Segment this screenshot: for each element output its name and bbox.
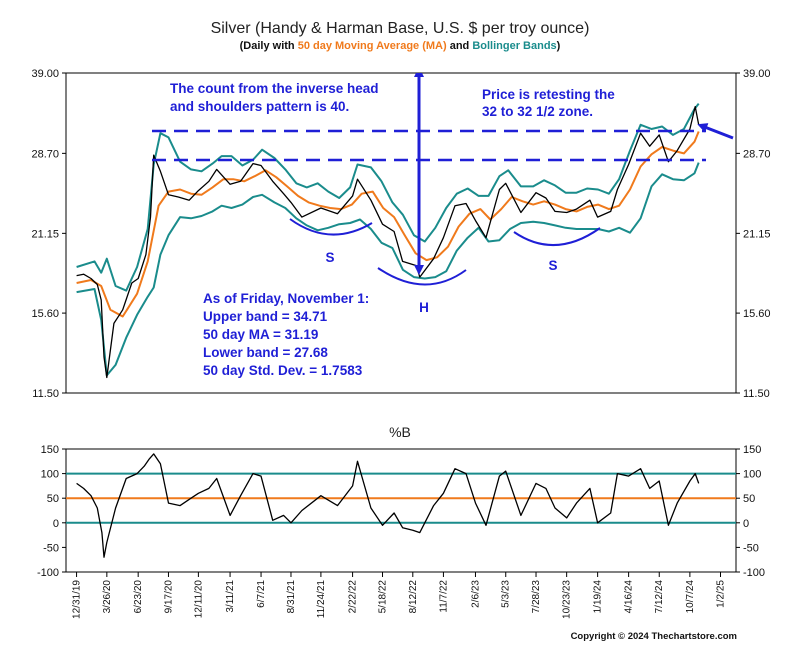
chart-title: Silver (Handy & Harman Base, U.S. $ per … <box>211 20 590 37</box>
x-tick-label: 2/22/22 <box>348 580 359 614</box>
price-y-tick-label-left: 28.70 <box>31 148 59 160</box>
price-y-tick-label-left: 15.60 <box>31 308 59 320</box>
price-y-tick-label-left: 11.50 <box>32 388 59 400</box>
subtitle-ma-label: 50 day Moving Average (MA) <box>298 40 447 52</box>
left-shoulder-label: S <box>325 250 334 265</box>
percent-b-y-tick-label-right: -100 <box>743 567 765 579</box>
price-y-tick-label-right: 21.15 <box>743 228 771 240</box>
percent-b-y-tick-label-left: 100 <box>41 469 59 481</box>
price-line <box>76 105 700 379</box>
retest-arrow <box>697 123 734 140</box>
moving-average-line <box>76 131 700 318</box>
price-y-tick-label-right: 15.60 <box>743 308 771 320</box>
x-tick-label: 11/7/22 <box>438 580 449 613</box>
price-y-tick-label-left: 21.15 <box>31 228 59 240</box>
percent-b-y-tick-label-left: 0 <box>53 518 59 530</box>
x-tick-label: 12/11/20 <box>193 580 204 619</box>
count-annotation-line1: The count from the inverse head <box>170 81 379 96</box>
retest-annotation-line2: 32 to 32 1/2 zone. <box>482 104 593 119</box>
x-tick-label: 8/31/21 <box>286 580 297 614</box>
price-y-tick-label-right: 28.70 <box>743 148 771 160</box>
percent-b-title: %B <box>389 424 411 440</box>
percent-b-y-tick-label-right: 50 <box>743 493 755 505</box>
percent-b-y-tick-label-right: 100 <box>743 469 761 481</box>
stats-annotation-line5: 50 day Std. Dev. = 1.7583 <box>203 363 363 378</box>
x-tick-label: 9/17/20 <box>163 580 174 614</box>
price-y-tick-label-right: 39.00 <box>743 68 771 80</box>
x-tick-label: 12/31/19 <box>72 580 83 619</box>
x-tick-label: 6/7/21 <box>256 580 267 608</box>
chart-subtitle: (Daily with 50 day Moving Average (MA) a… <box>240 40 561 52</box>
stats-annotation-line4: Lower band = 27.68 <box>203 345 328 360</box>
subtitle-and: and <box>447 40 473 52</box>
x-tick-label: 2/6/23 <box>470 580 481 608</box>
x-tick-label: 10/7/24 <box>685 580 696 614</box>
stats-annotation-line2: Upper band = 34.71 <box>203 309 328 324</box>
right-shoulder-arc <box>513 227 601 246</box>
x-tick-label: 5/18/22 <box>378 580 389 614</box>
percent-b-y-axis: 150 150 100 100 50 50 0 0 -50 -50 -100 -100 <box>37 444 765 579</box>
percent-b-reference-lines <box>66 472 736 524</box>
x-tick-label: 10/23/23 <box>562 580 573 619</box>
price-series-group <box>76 102 700 379</box>
price-panel: 39.00 39.00 28.70 28.70 21.15 21.15 15.60 15.60… <box>31 68 770 400</box>
price-y-tick-label-left: 39.00 <box>31 68 59 80</box>
percent-b-series-group <box>76 453 700 558</box>
price-y-axis: 39.00 39.00 28.70 28.70 21.15 21.15 15.60 15.60… <box>31 68 770 400</box>
percent-b-plot-frame <box>65 448 737 573</box>
percent-b-y-tick-label-right: -50 <box>743 542 759 554</box>
percent-b-y-tick-label-left: -100 <box>37 567 59 579</box>
right-shoulder-label: S <box>548 258 557 273</box>
subtitle-bb-label: Bollinger Bands <box>472 40 556 52</box>
percent-b-y-tick-label-left: 150 <box>41 444 59 456</box>
percent-b-y-tick-label-left: 50 <box>47 493 59 505</box>
x-tick-label: 4/16/24 <box>624 580 635 614</box>
stats-annotation-line1: As of Friday, November 1: <box>203 291 369 306</box>
left-shoulder-arc <box>289 218 373 236</box>
x-tick-label: 5/3/23 <box>501 580 512 608</box>
percent-b-panel: %B 150 150 100 100 50 50 0 0 -50 -50 -100 -100 12/3… <box>37 424 765 619</box>
price-y-tick-label-right: 11.50 <box>743 388 770 400</box>
subtitle-prefix: (Daily with <box>240 40 298 52</box>
count-annotation-line2: and shoulders pattern is 40. <box>170 99 349 114</box>
x-tick-label: 1/2/25 <box>716 580 727 608</box>
upper-band-line <box>76 102 700 292</box>
x-tick-label: 11/24/21 <box>316 580 327 619</box>
percent-b-y-tick-label-right: 0 <box>743 518 749 530</box>
x-axis: 12/31/19 3/26/20 6/23/20 9/17/20 12/11/20 3/1… <box>72 572 727 619</box>
head-label: H <box>419 300 429 315</box>
stats-annotation-line3: 50 day MA = 31.19 <box>203 327 318 342</box>
x-tick-label: 3/26/20 <box>102 580 113 614</box>
percent-b-y-tick-label-right: 150 <box>743 444 761 456</box>
head-arc <box>377 267 467 286</box>
x-tick-label: 3/11/21 <box>225 580 236 613</box>
x-tick-label: 7/12/24 <box>654 580 665 614</box>
x-tick-label: 7/28/23 <box>531 580 542 614</box>
retest-annotation-line1: Price is retesting the <box>482 87 615 102</box>
x-tick-label: 8/12/22 <box>408 580 419 614</box>
subtitle-suffix: ) <box>557 40 561 52</box>
price-plot-frame <box>65 72 737 394</box>
copyright-notice: Copyright © 2024 Thechartstore.com <box>571 631 737 642</box>
x-tick-label: 6/23/20 <box>133 580 144 614</box>
x-tick-label: 1/19/24 <box>593 580 604 614</box>
percent-b-y-tick-label-left: -50 <box>43 542 59 554</box>
percent-b-line <box>76 453 700 558</box>
